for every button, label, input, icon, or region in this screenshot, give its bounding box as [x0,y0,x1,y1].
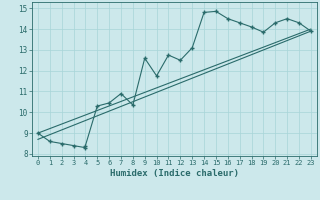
X-axis label: Humidex (Indice chaleur): Humidex (Indice chaleur) [110,169,239,178]
